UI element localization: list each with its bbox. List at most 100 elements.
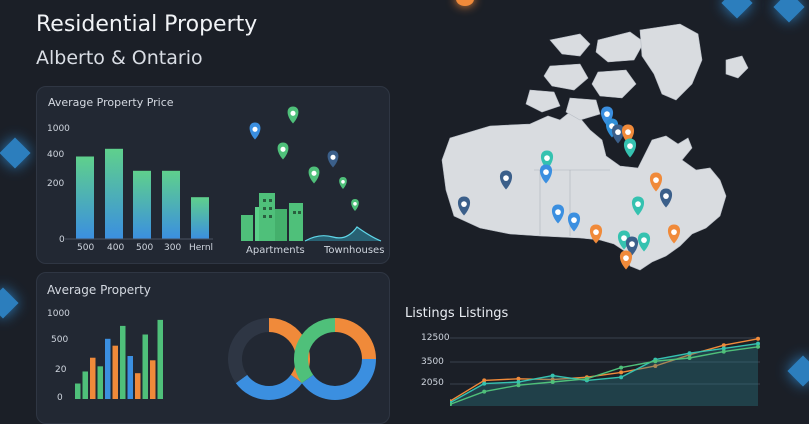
bar: [150, 360, 156, 399]
donut-slice: [228, 318, 270, 384]
map-pin-icon: [339, 177, 347, 189]
card-title: Average Property Price: [48, 96, 174, 109]
map-north-island: [565, 97, 601, 121]
map-pin-icon: [649, 172, 663, 192]
map-north-island: [543, 63, 589, 91]
bar: [120, 325, 126, 399]
bar: [142, 334, 148, 399]
average-price-chart: [65, 106, 382, 242]
bar: [191, 197, 209, 239]
glow-diamond-icon: [721, 0, 753, 19]
data-point: [721, 343, 726, 348]
data-point: [619, 375, 624, 380]
map-pin-icon: [631, 196, 645, 216]
page-title: Residential Property: [36, 12, 258, 37]
donut-slice: [334, 318, 376, 360]
map-pin-icon: [567, 212, 581, 232]
map-pin-icon: [667, 224, 681, 244]
series-line: [450, 342, 759, 404]
bar: [76, 156, 94, 239]
bar: [157, 319, 163, 399]
bar: [105, 338, 111, 399]
glow-dot-icon: [456, 0, 474, 6]
map-pin-icon: [287, 106, 299, 124]
y-tick: 0: [57, 393, 63, 403]
data-point: [619, 370, 624, 375]
y-tick: 400: [47, 150, 65, 160]
series-line: [450, 338, 759, 402]
donut-slice: [301, 358, 376, 400]
data-point: [756, 344, 760, 349]
townhouses-label: Townhouses: [324, 245, 385, 256]
data-point: [756, 336, 760, 341]
map-pin-icon: [540, 150, 554, 170]
map-landmass: [441, 111, 727, 271]
bar: [127, 356, 133, 399]
map-pin-icon: [351, 199, 359, 211]
y-tick: 0: [59, 235, 65, 245]
data-point: [653, 364, 658, 368]
donut-slice: [235, 374, 303, 400]
y-tick: 3500: [421, 357, 444, 367]
canada-map: [441, 23, 749, 271]
bar: [82, 371, 88, 399]
apartments-label: Apartments: [246, 245, 305, 256]
glow-diamond-icon: [773, 0, 805, 23]
map-pin-icon: [551, 204, 565, 224]
bar: [112, 345, 118, 399]
map-north-island: [595, 31, 645, 63]
glow-diamond-icon: [0, 287, 19, 319]
map-pin-icon: [327, 150, 339, 168]
bar: [162, 170, 180, 239]
x-tick: 500: [136, 243, 154, 253]
glow-diamond-icon: [0, 137, 31, 169]
map-pin-icon: [623, 138, 637, 158]
donut-slice: [294, 318, 336, 384]
map-pin-icon: [499, 170, 513, 190]
data-point: [756, 341, 760, 346]
x-tick: Hernl: [189, 243, 214, 253]
data-point: [550, 380, 555, 384]
bar: [105, 148, 123, 239]
y-tick: 1000: [47, 309, 70, 319]
y-tick: 1000: [47, 124, 70, 134]
average-property-card: Average Property 1000 500 20 0: [36, 272, 390, 424]
series-line: [450, 346, 759, 406]
listings-title: Listings Listings: [405, 306, 509, 321]
x-tick: 500: [77, 243, 95, 253]
data-point: [687, 356, 692, 360]
data-point: [482, 389, 487, 394]
map-north-island: [525, 89, 561, 113]
y-tick: 200: [47, 179, 65, 189]
page-subtitle: Alberto & Ontario: [36, 47, 203, 69]
glow-diamond-icon: [787, 355, 809, 387]
bar: [97, 366, 103, 399]
bar: [75, 383, 81, 399]
average-price-card: Average Property Price 1000 400 200 0 50…: [36, 86, 390, 264]
map-pin-icon: [659, 188, 673, 208]
donut-chart-2: [294, 318, 376, 400]
data-point: [550, 373, 555, 378]
bar: [135, 373, 141, 399]
map-greenland: [639, 23, 703, 101]
map-pin-icon: [277, 142, 289, 160]
townhouses-area: [305, 227, 381, 241]
y-tick: 20: [55, 365, 67, 375]
map-pin-icon: [249, 122, 261, 140]
x-tick: 400: [107, 243, 125, 253]
data-point: [687, 351, 692, 356]
map-pin-icon: [611, 124, 625, 144]
apartments-buildings-icon: [241, 193, 303, 241]
card-title: Average Property: [47, 283, 151, 297]
map-pin-icon: [589, 224, 603, 244]
data-point: [721, 349, 726, 354]
data-point: [653, 359, 658, 364]
map-pin-icon: [539, 164, 553, 184]
y-tick: 500: [51, 335, 69, 345]
map-east-island: [725, 55, 749, 79]
donut-chart-1: [228, 318, 310, 400]
data-point: [482, 381, 487, 386]
x-tick: 300: [164, 243, 182, 253]
listings-chart: [450, 336, 760, 406]
data-point: [721, 346, 726, 351]
